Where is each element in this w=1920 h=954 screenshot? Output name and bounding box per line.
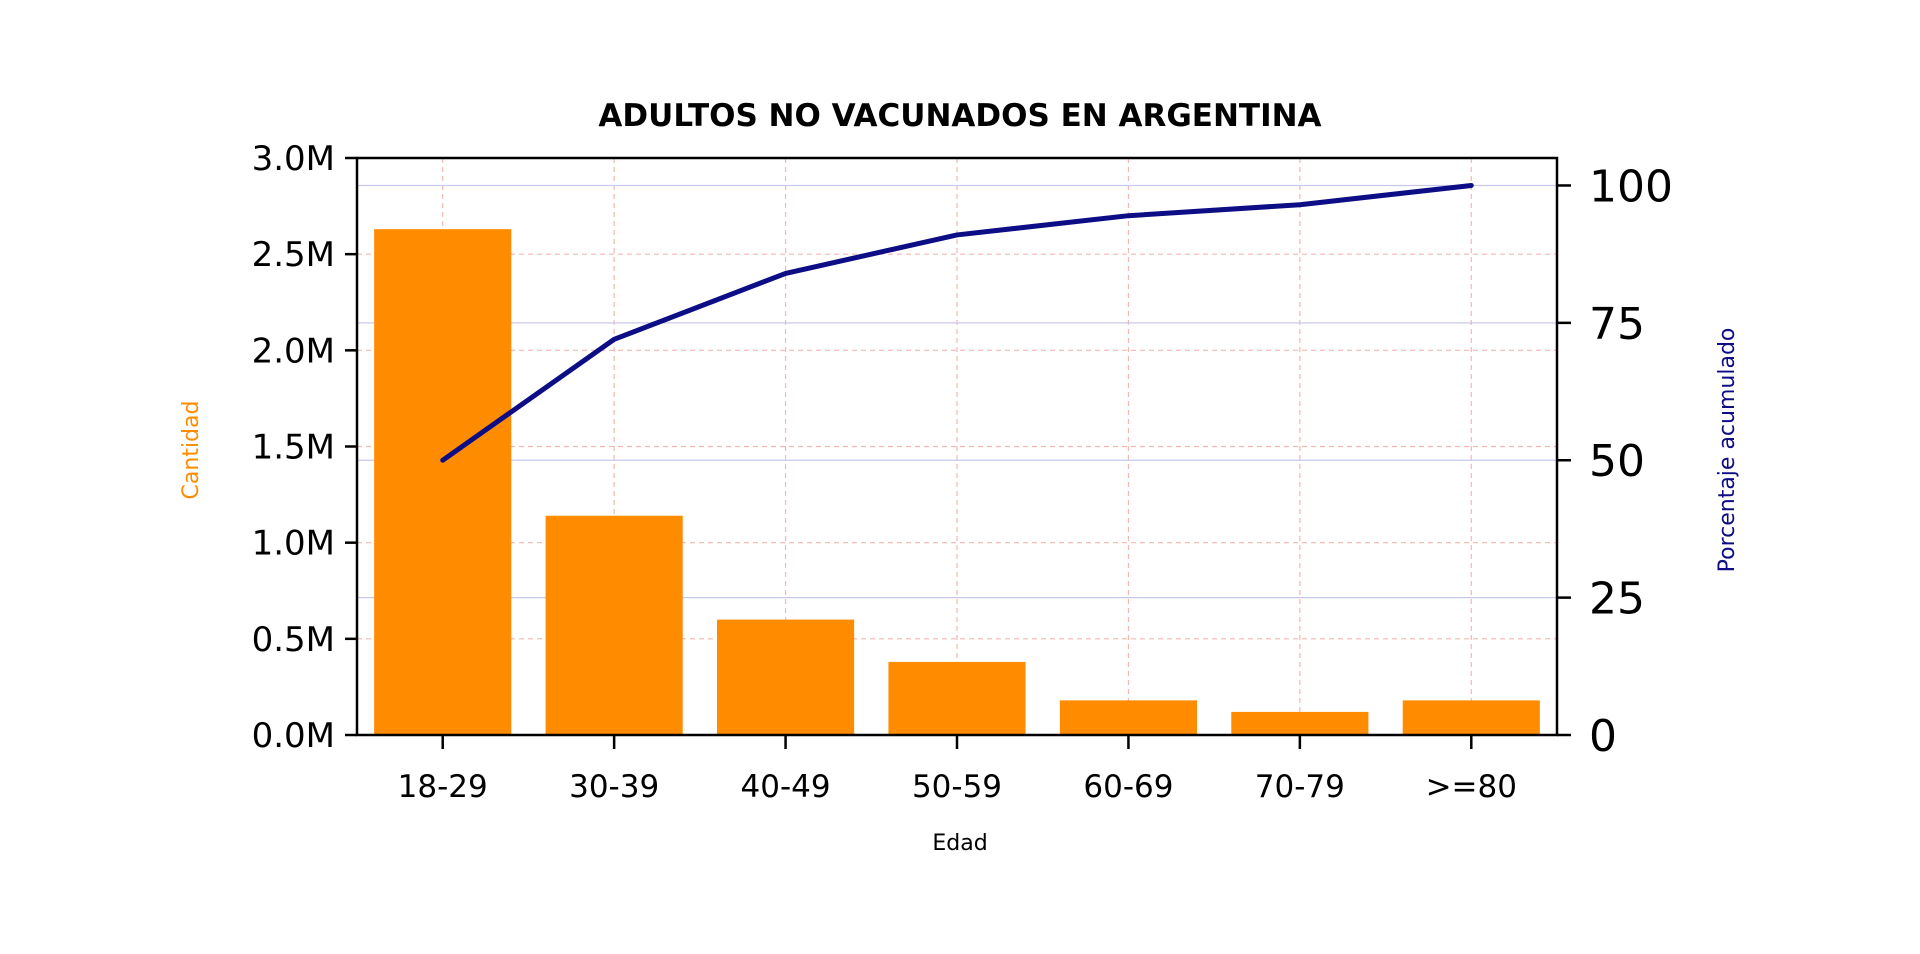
grid-left [357, 157, 1557, 735]
bar-30-39 [545, 515, 683, 735]
y-axis-left: 0.0M 0.5M 1.0M 1.5M 2.0M 2.5M 3.0M [252, 139, 357, 756]
x-tick-label-4: 60-69 [1083, 769, 1173, 805]
y2-tick-label-4: 100 [1589, 161, 1673, 212]
cumulative-line [440, 182, 1474, 463]
y-axis-label: Cantidad [179, 401, 204, 500]
bar-60-69 [1059, 700, 1197, 735]
cumulative-line-path [440, 182, 1474, 463]
y-tick-label-6: 3.0M [252, 139, 335, 179]
y-tick-label-2: 1.0M [252, 524, 335, 564]
y-tick-label-4: 2.0M [252, 331, 335, 371]
x-tick-label-5: 70-79 [1255, 769, 1345, 805]
x-tick-label-6: >=80 [1426, 769, 1517, 805]
y2-tick-label-0: 0 [1589, 711, 1617, 762]
y2-tick-label-3: 75 [1589, 299, 1645, 350]
x-axis-label: Edad [932, 831, 987, 856]
y-tick-label-5: 2.5M [252, 235, 335, 275]
x-tick-label-2: 40-49 [741, 769, 831, 805]
y-axis-right: 0 25 50 75 100 [1557, 161, 1673, 762]
x-axis: 18-29 30-39 40-49 50-59 60-69 70-79 >=80 [398, 735, 1517, 805]
x-tick-label-0: 18-29 [398, 769, 488, 805]
y2-tick-label-1: 25 [1589, 574, 1645, 625]
y-tick-label-1: 0.5M [252, 620, 335, 660]
bar->=80 [1402, 700, 1540, 735]
bar-70-79 [1231, 711, 1369, 735]
bars [374, 229, 1540, 735]
y2-tick-label-2: 50 [1589, 436, 1645, 487]
y-tick-label-3: 1.5M [252, 428, 335, 468]
y-tick-label-0: 0.0M [252, 716, 335, 756]
chart-title: ADULTOS NO VACUNADOS EN ARGENTINA [598, 98, 1321, 134]
bar-18-29 [374, 229, 512, 735]
x-tick-label-3: 50-59 [912, 769, 1002, 805]
x-tick-label-1: 30-39 [569, 769, 659, 805]
bar-40-49 [717, 619, 855, 735]
y2-axis-label: Porcentaje acumulado [1715, 328, 1740, 573]
bar-50-59 [888, 661, 1026, 735]
